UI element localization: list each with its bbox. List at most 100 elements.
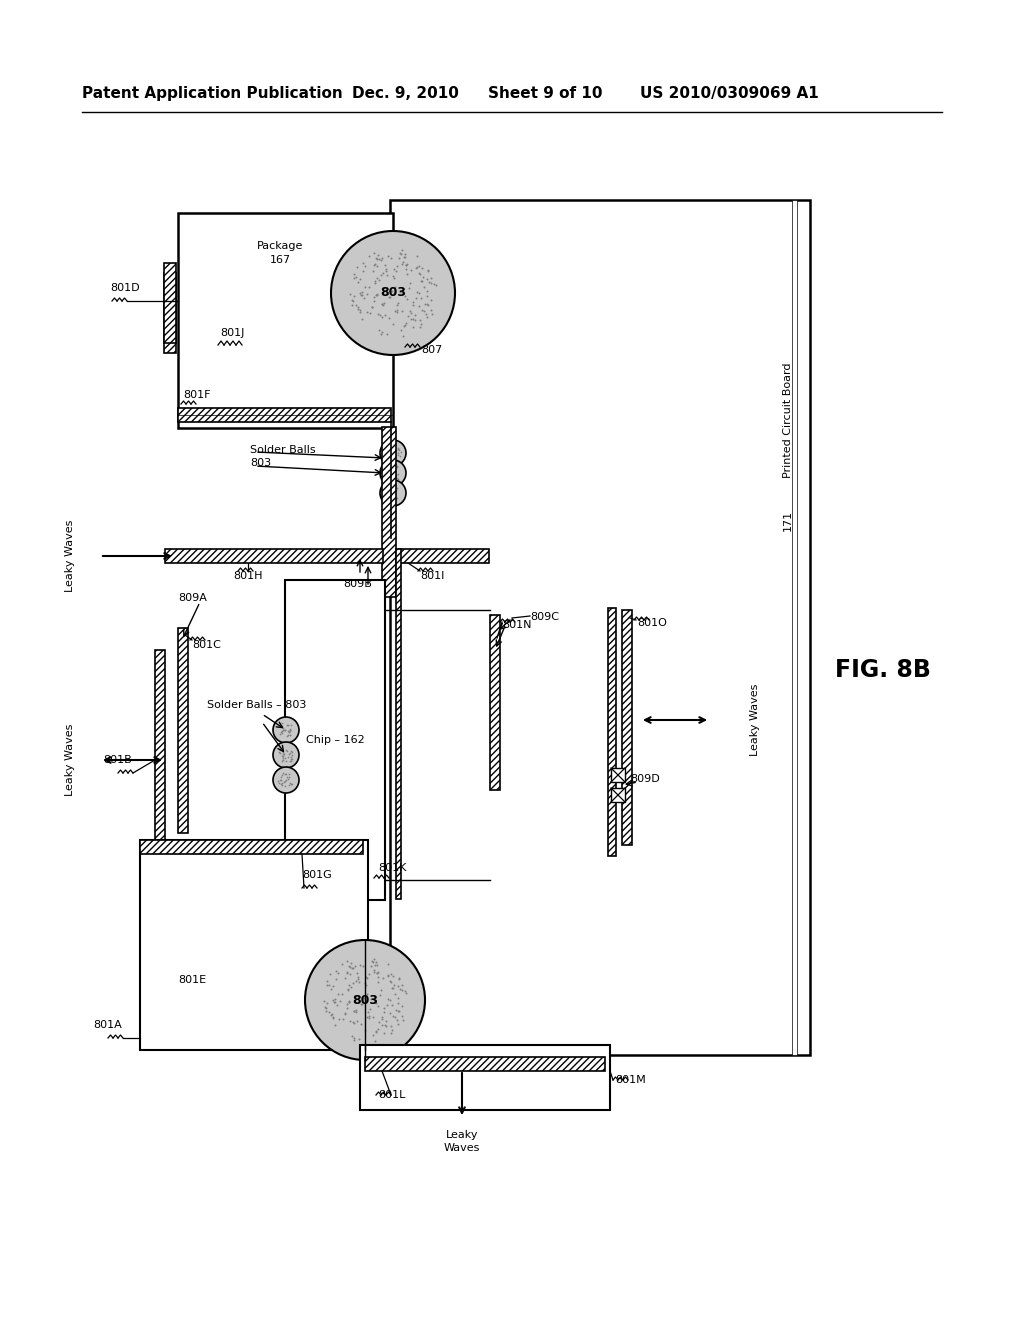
Point <box>414 271 430 292</box>
Point <box>272 767 289 788</box>
Text: 801J: 801J <box>220 327 245 338</box>
Bar <box>178 628 188 833</box>
Point <box>352 301 369 322</box>
Point <box>366 990 382 1011</box>
Point <box>349 256 366 277</box>
Point <box>379 440 395 461</box>
Point <box>315 990 332 1011</box>
Point <box>281 774 297 795</box>
Point <box>276 771 293 792</box>
Point <box>283 748 299 770</box>
Bar <box>396 549 401 899</box>
Point <box>276 771 293 792</box>
Point <box>356 288 373 309</box>
Text: Leaky: Leaky <box>445 1130 478 1140</box>
Point <box>366 286 382 308</box>
Point <box>343 957 359 978</box>
Point <box>276 719 293 741</box>
Point <box>317 997 334 1018</box>
Point <box>276 743 293 764</box>
Point <box>326 991 342 1012</box>
Bar <box>178 213 393 428</box>
Text: 809D: 809D <box>630 774 659 784</box>
Point <box>282 772 298 793</box>
Point <box>411 263 427 284</box>
Point <box>350 297 367 318</box>
Point <box>384 1020 400 1041</box>
Point <box>384 978 400 999</box>
Point <box>346 1001 362 1022</box>
Point <box>365 1024 381 1045</box>
Point <box>385 265 401 286</box>
Point <box>354 281 371 302</box>
Point <box>276 763 293 784</box>
Point <box>423 300 439 321</box>
Point <box>377 305 393 326</box>
Point <box>403 260 420 281</box>
Point <box>282 719 298 741</box>
Text: Dec. 9, 2010: Dec. 9, 2010 <box>352 86 459 102</box>
Point <box>389 987 406 1008</box>
Point <box>387 999 403 1020</box>
Point <box>364 950 380 972</box>
Point <box>371 269 387 290</box>
Point <box>409 257 425 279</box>
Point <box>387 461 403 482</box>
Point <box>356 277 373 298</box>
Point <box>283 725 299 746</box>
Bar <box>140 840 362 854</box>
Point <box>389 300 406 321</box>
Point <box>274 747 291 768</box>
Bar <box>165 549 383 564</box>
Point <box>274 750 291 771</box>
Point <box>347 267 364 288</box>
Point <box>385 1006 401 1027</box>
Point <box>413 271 429 292</box>
Point <box>281 763 297 784</box>
Point <box>384 977 400 998</box>
Point <box>369 248 385 269</box>
Point <box>355 252 372 273</box>
Point <box>274 763 291 784</box>
Point <box>360 1006 377 1027</box>
Point <box>344 294 360 315</box>
Point <box>383 248 399 269</box>
Point <box>394 995 411 1016</box>
Point <box>374 1014 390 1035</box>
Point <box>278 770 294 791</box>
Text: Printed Circuit Board: Printed Circuit Board <box>783 362 793 478</box>
Point <box>388 440 404 461</box>
Circle shape <box>380 459 406 486</box>
Text: 809C: 809C <box>530 612 559 622</box>
Point <box>411 296 427 317</box>
Point <box>346 263 362 284</box>
Point <box>420 260 436 281</box>
Point <box>325 975 341 997</box>
Point <box>380 989 396 1010</box>
Point <box>416 267 432 288</box>
Point <box>383 445 399 466</box>
Point <box>270 772 287 793</box>
Circle shape <box>273 717 299 743</box>
Point <box>353 309 370 330</box>
Point <box>370 966 386 987</box>
Point <box>317 1001 334 1022</box>
Point <box>396 315 413 337</box>
Point <box>424 304 440 325</box>
Point <box>273 775 290 796</box>
Point <box>340 956 356 977</box>
Point <box>373 249 389 271</box>
Point <box>349 271 366 292</box>
Point <box>373 979 389 1001</box>
Point <box>367 960 383 981</box>
Point <box>383 1023 399 1044</box>
Point <box>419 306 435 327</box>
Point <box>357 255 374 276</box>
Point <box>280 725 296 746</box>
Point <box>370 995 386 1016</box>
Point <box>383 994 399 1015</box>
Point <box>273 774 290 795</box>
Point <box>380 965 396 986</box>
Point <box>360 1007 377 1028</box>
Point <box>342 284 358 305</box>
